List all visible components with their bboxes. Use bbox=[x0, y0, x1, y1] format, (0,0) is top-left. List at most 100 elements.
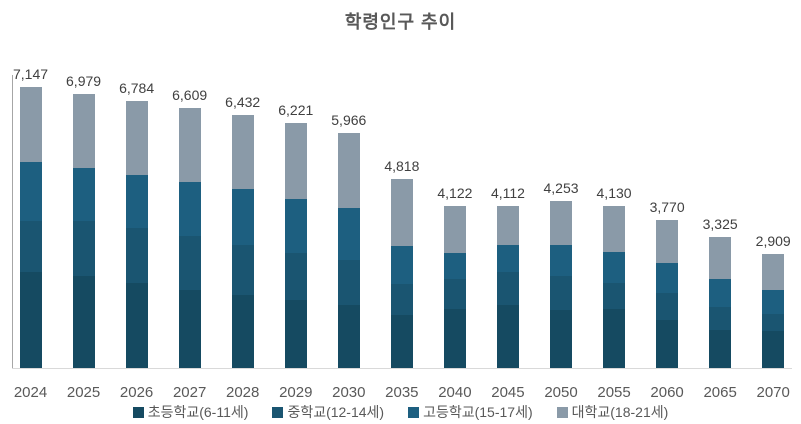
bar-segment-2029 bbox=[284, 252, 307, 300]
legend-swatch-icon bbox=[132, 406, 144, 418]
x-tick-label-2026: 2026 bbox=[119, 384, 154, 401]
bar-segment-2040 bbox=[443, 279, 466, 309]
bar-segment-2060 bbox=[656, 263, 679, 294]
bar-segment-2045 bbox=[496, 305, 519, 368]
bar-segment-2027 bbox=[178, 289, 201, 368]
bar-segment-2055 bbox=[603, 205, 626, 253]
bar-segment-2029 bbox=[284, 299, 307, 368]
bar-segment-2026 bbox=[125, 101, 148, 176]
bar-segment-2035 bbox=[390, 178, 413, 247]
x-tick-label-2070: 2070 bbox=[756, 384, 790, 401]
bar-segment-2024 bbox=[19, 87, 42, 163]
bar-segment-2028 bbox=[231, 295, 254, 368]
chart-title: 학령인구 추이 bbox=[344, 12, 457, 32]
total-label-2065: 3,325 bbox=[702, 216, 738, 233]
x-tick-label-2028: 2028 bbox=[226, 384, 260, 401]
x-tick-label-2035: 2035 bbox=[385, 384, 419, 401]
bar-segment-2030 bbox=[337, 259, 360, 305]
bar-segment-2035 bbox=[390, 314, 413, 368]
bar-segment-2029 bbox=[284, 198, 307, 253]
x-tick-label-2065: 2065 bbox=[703, 384, 737, 401]
bar-segment-2060 bbox=[656, 219, 679, 264]
bar-segment-2045 bbox=[496, 206, 519, 246]
y-axis-line bbox=[12, 75, 13, 368]
bar-segment-2027 bbox=[178, 182, 201, 236]
x-tick-label-2045: 2045 bbox=[491, 384, 525, 401]
stacked-bar-2055 bbox=[603, 205, 626, 368]
bar-segment-2045 bbox=[496, 245, 519, 273]
stacked-bar-2030 bbox=[337, 133, 360, 368]
bar-segment-2065 bbox=[709, 237, 732, 280]
total-label-2027: 6,609 bbox=[172, 87, 208, 104]
stacked-bar-2065 bbox=[709, 237, 732, 368]
legend-swatch-icon bbox=[272, 406, 284, 418]
total-label-2029: 6,221 bbox=[278, 102, 314, 119]
total-label-2035: 4,818 bbox=[384, 157, 420, 174]
bar-segment-2070 bbox=[762, 289, 785, 314]
bar-segment-2040 bbox=[443, 253, 466, 280]
bar-segment-2050 bbox=[550, 244, 572, 276]
bar-segment-2050 bbox=[550, 309, 572, 368]
legend-label: 고등학교(15-17세) bbox=[423, 404, 533, 420]
legend-swatch-icon bbox=[556, 406, 568, 418]
total-label-2060: 3,770 bbox=[649, 198, 685, 215]
chart-legend: 초등학교(6-11세) 중학교(12-14세) 고등학교(15-17세) 대학교(18… bbox=[0, 402, 801, 422]
total-label-2070: 2,909 bbox=[755, 232, 791, 249]
total-label-2050: 4,253 bbox=[543, 179, 579, 196]
stacked-bar-2035 bbox=[390, 178, 413, 368]
bar-segment-2026 bbox=[125, 227, 148, 283]
bar-segment-2025 bbox=[72, 167, 95, 221]
bar-segment-2024 bbox=[19, 221, 42, 272]
x-tick-label-2060: 2060 bbox=[650, 384, 684, 401]
x-tick-label-2055: 2055 bbox=[597, 384, 631, 401]
bar-segment-2070 bbox=[762, 253, 785, 290]
x-tick-label-2030: 2030 bbox=[332, 384, 366, 401]
legend-item: 대학교(18-21세) bbox=[556, 402, 668, 422]
bar-segment-2065 bbox=[709, 279, 732, 308]
total-label-2030: 5,966 bbox=[331, 112, 367, 129]
bar-segment-2050 bbox=[550, 275, 572, 310]
stacked-bar-2024 bbox=[19, 87, 42, 368]
bar-segment-2060 bbox=[656, 293, 679, 320]
bar-segment-2025 bbox=[72, 93, 95, 168]
bar-segment-2045 bbox=[496, 272, 519, 306]
legend-swatch-icon bbox=[408, 406, 420, 418]
bar-segment-2055 bbox=[603, 309, 626, 368]
bar-segment-2028 bbox=[231, 115, 254, 190]
stacked-bar-2040 bbox=[443, 205, 466, 368]
stacked-bar-2025 bbox=[72, 93, 95, 368]
bar-segment-2025 bbox=[72, 275, 95, 368]
x-tick-label-2024: 2024 bbox=[13, 384, 48, 401]
x-tick-label-2050: 2050 bbox=[544, 384, 578, 401]
bar-segment-2035 bbox=[390, 246, 413, 285]
bar-segment-2024 bbox=[19, 271, 42, 368]
bar-segment-2055 bbox=[603, 283, 626, 310]
bar-segment-2026 bbox=[125, 282, 148, 368]
bar-segment-2030 bbox=[337, 207, 360, 260]
x-tick-label-2025: 2025 bbox=[66, 384, 101, 401]
x-tick-label-2027: 2027 bbox=[172, 384, 207, 401]
bar-segment-2028 bbox=[231, 189, 254, 246]
bar-segment-2060 bbox=[656, 319, 679, 368]
bar-segment-2070 bbox=[762, 330, 785, 368]
bar-segment-2040 bbox=[443, 205, 466, 254]
x-axis-line bbox=[12, 368, 792, 369]
total-label-2040: 4,122 bbox=[437, 184, 473, 201]
stacked-bar-2070 bbox=[762, 253, 785, 368]
stacked-bar-2029 bbox=[284, 123, 307, 368]
stacked-bar-2028 bbox=[231, 115, 254, 368]
bar-segment-2027 bbox=[178, 235, 201, 290]
bar-segment-2025 bbox=[72, 220, 95, 276]
total-label-2055: 4,130 bbox=[596, 184, 632, 201]
stacked-bar-2027 bbox=[178, 108, 201, 368]
x-tick-label-2040: 2040 bbox=[438, 384, 472, 401]
bar-segment-2050 bbox=[550, 200, 572, 245]
bar-segment-2055 bbox=[603, 252, 626, 284]
bar-segment-2030 bbox=[337, 133, 360, 208]
legend-item: 중학교(12-14세) bbox=[272, 402, 384, 422]
legend-label: 중학교(12-14세) bbox=[287, 404, 385, 420]
bar-segment-2040 bbox=[443, 308, 466, 368]
bar-segment-2024 bbox=[19, 162, 42, 222]
stacked-bar-2050 bbox=[550, 200, 572, 368]
